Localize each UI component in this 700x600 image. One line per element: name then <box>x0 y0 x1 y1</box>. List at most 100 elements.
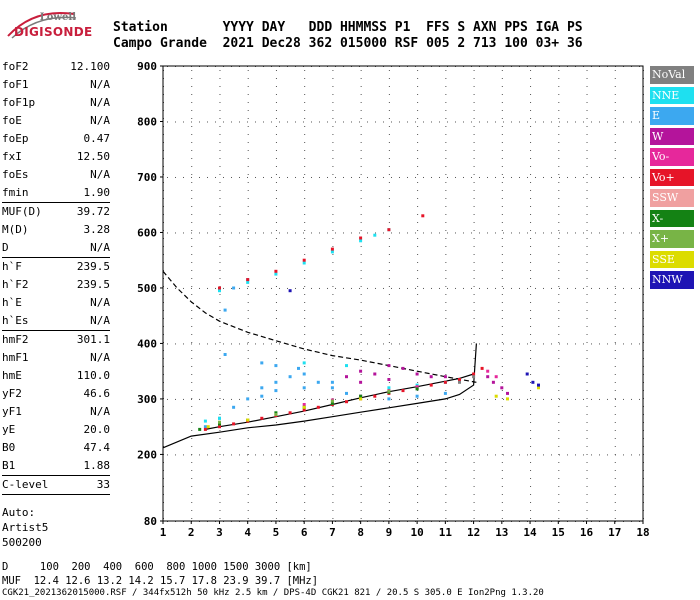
param-row-yf1: yF1 N/A <box>2 403 110 421</box>
data-point <box>494 394 498 398</box>
logo-swoosh-icon <box>7 12 77 39</box>
param-value: N/A <box>90 296 110 309</box>
legend-item-vo: Vo- <box>650 148 694 166</box>
data-point <box>330 380 334 384</box>
data-point <box>302 261 306 265</box>
param-name: hmF1 <box>2 351 29 364</box>
data-point <box>302 386 306 390</box>
grid-dots <box>163 66 644 522</box>
param-value: 47.4 <box>83 441 111 454</box>
data-point <box>260 361 264 365</box>
data-point <box>373 233 377 237</box>
x-tick-label: 16 <box>580 526 594 539</box>
y-tick-labels: 80 200 300 400 500 600 700 800 900 <box>137 60 163 528</box>
y-tick-label: 200 <box>137 448 157 461</box>
data-point <box>218 425 221 429</box>
param-row-hf2: h`F2 239.5 <box>2 276 110 294</box>
logo-lowell-text: Lowell <box>39 12 76 23</box>
data-point <box>472 375 476 379</box>
data-point <box>359 239 363 243</box>
data-point <box>330 386 334 390</box>
series-w <box>345 364 509 395</box>
data-point <box>415 385 419 389</box>
profile-line <box>162 343 477 449</box>
param-value: N/A <box>90 78 110 91</box>
data-point <box>415 372 419 376</box>
data-point <box>345 400 348 404</box>
param-value: N/A <box>90 314 110 327</box>
data-point <box>401 366 405 370</box>
data-point <box>486 369 490 373</box>
param-row-fof1: foF1 N/A <box>2 76 110 94</box>
legend-item-nnw: NNW <box>650 271 694 289</box>
data-point <box>203 419 207 423</box>
data-point <box>232 422 236 426</box>
data-point <box>260 386 264 390</box>
param-separator <box>2 475 110 476</box>
data-point <box>472 372 476 376</box>
param-name: B0 <box>2 441 16 454</box>
param-row-b1: B1 1.88 <box>2 457 110 475</box>
data-point <box>316 380 320 384</box>
legend-item-vo: Vo+ <box>650 168 694 186</box>
scaled-parameters-panel: foF2 12.100 foF1 N/A foF1p N/A foE N/A foEp 0.47 f… <box>2 58 110 550</box>
x-tick-label: 8 <box>357 526 364 539</box>
y-tick-label: 400 <box>137 337 157 350</box>
data-point <box>443 391 447 395</box>
data-point <box>480 366 484 370</box>
param-row-fof2: foF2 12.100 <box>2 58 110 76</box>
data-point <box>218 420 221 424</box>
data-point <box>203 427 207 431</box>
data-point <box>359 369 363 373</box>
param-value: N/A <box>90 351 110 364</box>
data-point <box>232 405 236 409</box>
legend-item-sse: SSE <box>650 250 694 268</box>
x-tick-label: 6 <box>301 526 308 539</box>
param-row-foe: foE N/A <box>2 112 110 130</box>
data-point <box>302 361 306 365</box>
data-point <box>246 418 250 422</box>
x-tick-label: 10 <box>410 526 423 539</box>
data-point <box>443 375 447 379</box>
param-row-hes: h`Es N/A <box>2 312 110 330</box>
x-tick-label: 18 <box>636 526 649 539</box>
param-value: N/A <box>90 168 110 181</box>
param-name: h`F2 <box>2 278 29 291</box>
distance-row: D 100 200 400 600 800 1000 1500 3000 [km… <box>2 561 312 573</box>
param-row-foes: foEs N/A <box>2 166 110 184</box>
param-name: h`E <box>2 296 22 309</box>
data-point <box>359 397 363 401</box>
param-value: 39.72 <box>76 205 110 218</box>
legend-item-ssw: SSW <box>650 189 694 207</box>
param-separator <box>2 494 110 495</box>
data-point <box>345 391 348 395</box>
param-name: D <box>2 241 9 254</box>
data-point <box>330 250 334 254</box>
y-tick-label: 800 <box>137 115 157 128</box>
y-tick-label: 500 <box>137 282 157 295</box>
param-row-he: h`E N/A <box>2 294 110 312</box>
muf-row: MUF 12.4 12.6 13.2 14.2 15.7 17.8 23.9 3… <box>2 575 319 587</box>
x-tick-label: 4 <box>244 526 251 539</box>
data-point <box>198 427 202 431</box>
param-row-fxi: fxI 12.50 <box>2 148 110 166</box>
data-point <box>359 236 363 240</box>
series-noval <box>458 375 476 384</box>
param-name: foF2 <box>2 60 29 73</box>
x-tick-label: 9 <box>386 526 393 539</box>
param-row-hme: hmE 110.0 <box>2 367 110 385</box>
param-row-b0: B0 47.4 <box>2 439 110 457</box>
param-name: MUF(D) <box>2 205 42 218</box>
x-tick-label: 2 <box>188 526 195 539</box>
data-point <box>330 247 334 251</box>
param-name: hmE <box>2 369 22 382</box>
header-labels: Station YYYY DAY DDD HHMMSS P1 FFS S AXN… <box>113 20 583 35</box>
param-name: h`Es <box>2 314 29 327</box>
data-point <box>500 386 504 390</box>
x-tick-labels: 1 2 3 4 5 6 7 8 9 10 11 12 13 14 15 16 17 18 <box>160 521 650 539</box>
param-name: M(D) <box>2 223 29 236</box>
data-point <box>288 411 292 415</box>
x-tick-label: 11 <box>439 526 453 539</box>
param-name: B1 <box>2 459 16 472</box>
